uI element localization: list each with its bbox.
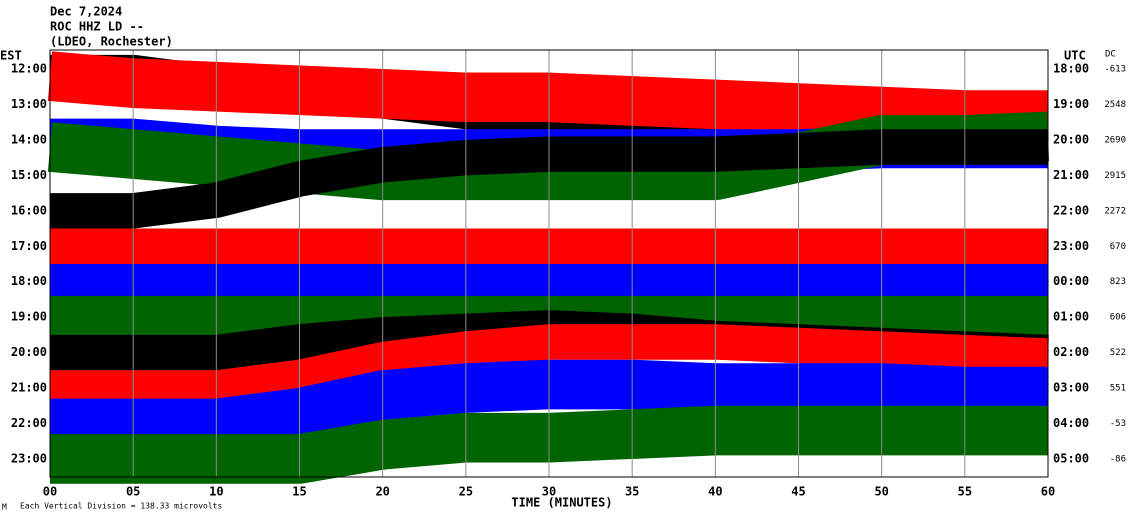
- dc-value: 670: [1110, 242, 1126, 252]
- right-axis-label: UTC: [1064, 49, 1086, 63]
- est-label: 17:00: [11, 239, 47, 253]
- x-tick-label: 45: [791, 485, 805, 499]
- x-tick-label: 00: [43, 485, 57, 499]
- chart-title: Dec 7,2024: [50, 5, 122, 19]
- dc-value: 2272: [1104, 206, 1126, 216]
- utc-label: 21:00: [1053, 168, 1089, 182]
- utc-label: 02:00: [1053, 345, 1089, 359]
- dc-value: -86: [1110, 454, 1126, 464]
- x-tick-label: 20: [375, 485, 389, 499]
- est-label: 13:00: [11, 97, 47, 111]
- x-tick-label: 40: [708, 485, 722, 499]
- x-axis-label: TIME (MINUTES): [511, 496, 612, 510]
- utc-label: 18:00: [1053, 62, 1089, 76]
- utc-label: 05:00: [1053, 451, 1089, 465]
- corner-mark: M: [2, 503, 7, 512]
- est-label: 16:00: [11, 203, 47, 217]
- est-label: 22:00: [11, 416, 47, 430]
- x-tick-label: 05: [126, 485, 140, 499]
- x-tick-label: 15: [292, 485, 306, 499]
- dc-value: 2690: [1104, 135, 1126, 145]
- est-label: 18:00: [11, 274, 47, 288]
- x-tick-label: 30: [542, 485, 556, 499]
- utc-label: 20:00: [1053, 132, 1089, 146]
- utc-label: 01:00: [1053, 310, 1089, 324]
- est-label: 20:00: [11, 345, 47, 359]
- x-tick-label: 35: [625, 485, 639, 499]
- utc-label: 00:00: [1053, 274, 1089, 288]
- x-tick-label: 60: [1041, 485, 1055, 499]
- est-label: 21:00: [11, 381, 47, 395]
- utc-label: 04:00: [1053, 416, 1089, 430]
- est-label: 23:00: [11, 451, 47, 465]
- x-tick-label: 55: [958, 485, 972, 499]
- left-axis-label: EST: [0, 49, 22, 63]
- dc-value: -53: [1110, 419, 1126, 429]
- dc-value: 2915: [1104, 171, 1126, 181]
- utc-label: 22:00: [1053, 203, 1089, 217]
- utc-label: 23:00: [1053, 239, 1089, 253]
- dc-label: DC: [1105, 50, 1116, 60]
- utc-label: 03:00: [1053, 381, 1089, 395]
- dc-value: 551: [1110, 384, 1126, 394]
- dc-value: -613: [1104, 65, 1126, 75]
- dc-value: 823: [1110, 277, 1126, 287]
- x-tick-label: 50: [874, 485, 888, 499]
- network-name: (LDEO, Rochester): [50, 35, 173, 49]
- station-code: ROC HHZ LD --: [50, 20, 144, 34]
- plot-frame: [49, 49, 1049, 478]
- scale-note: Each Vertical Division = 138.33 microvol…: [20, 502, 222, 511]
- est-label: 15:00: [11, 168, 47, 182]
- est-label: 14:00: [11, 132, 47, 146]
- est-label: 12:00: [11, 62, 47, 76]
- utc-label: 19:00: [1053, 97, 1089, 111]
- dc-value: 522: [1110, 348, 1126, 358]
- dc-value: 2548: [1104, 100, 1126, 110]
- x-tick-label: 10: [209, 485, 223, 499]
- est-label: 19:00: [11, 310, 47, 324]
- x-tick-label: 25: [459, 485, 473, 499]
- dc-value: 606: [1110, 313, 1126, 323]
